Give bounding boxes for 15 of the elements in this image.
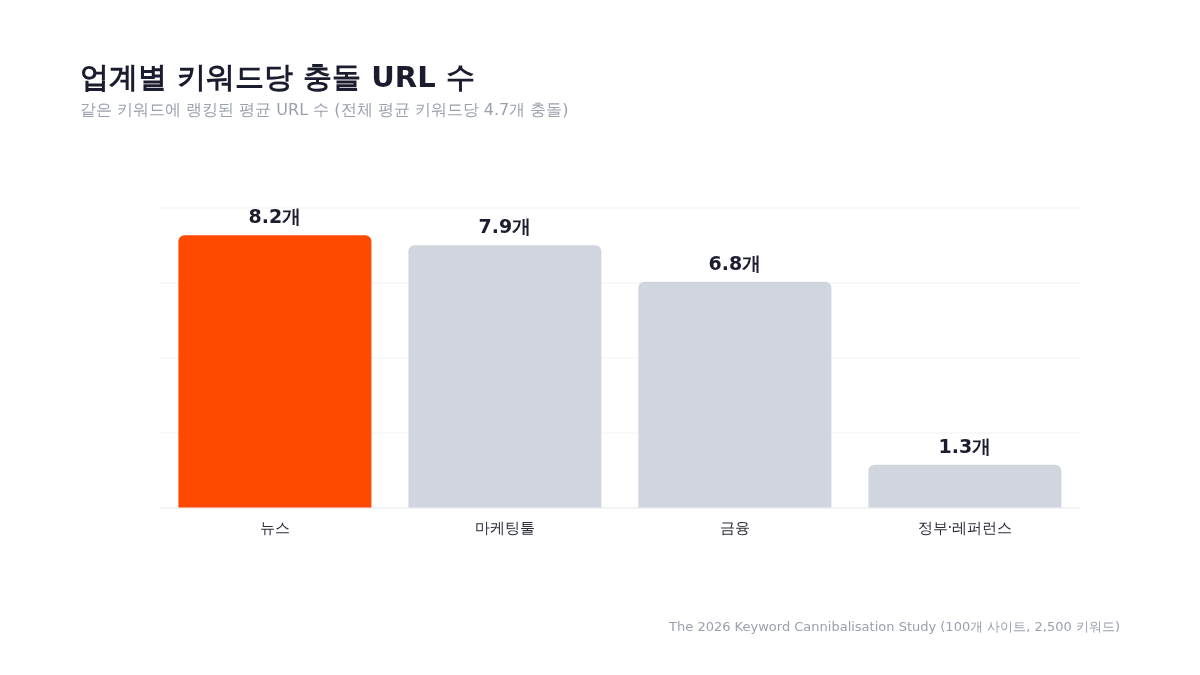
x-tick-label: 정부·레퍼런스 <box>917 518 1013 537</box>
x-tick-label: 마케팅툴 <box>475 518 535 537</box>
bar <box>638 281 832 508</box>
text: The 2026 Keyword Cannibalisation Study (100개 사이트, 2,500 키워드) <box>669 618 1120 636</box>
x-tick-label: 금융 <box>720 518 750 537</box>
data-label: 7.9개 <box>478 215 532 238</box>
data-label: 8.2개 <box>248 205 302 228</box>
chart-title: 업계별 키워드당 충돌 URL 수 <box>80 59 475 96</box>
data-label: 1.3개 <box>938 434 992 457</box>
x-tick-label: 뉴스 <box>260 518 290 537</box>
bar <box>408 245 602 508</box>
bar <box>178 235 372 508</box>
chart-subtitle: 같은 키워드에 랭킹된 평균 URL 수 (전체 평균 키워드당 4.7개 충돌) <box>80 100 569 121</box>
bar <box>868 464 1062 508</box>
data-label: 6.8개 <box>708 251 762 274</box>
